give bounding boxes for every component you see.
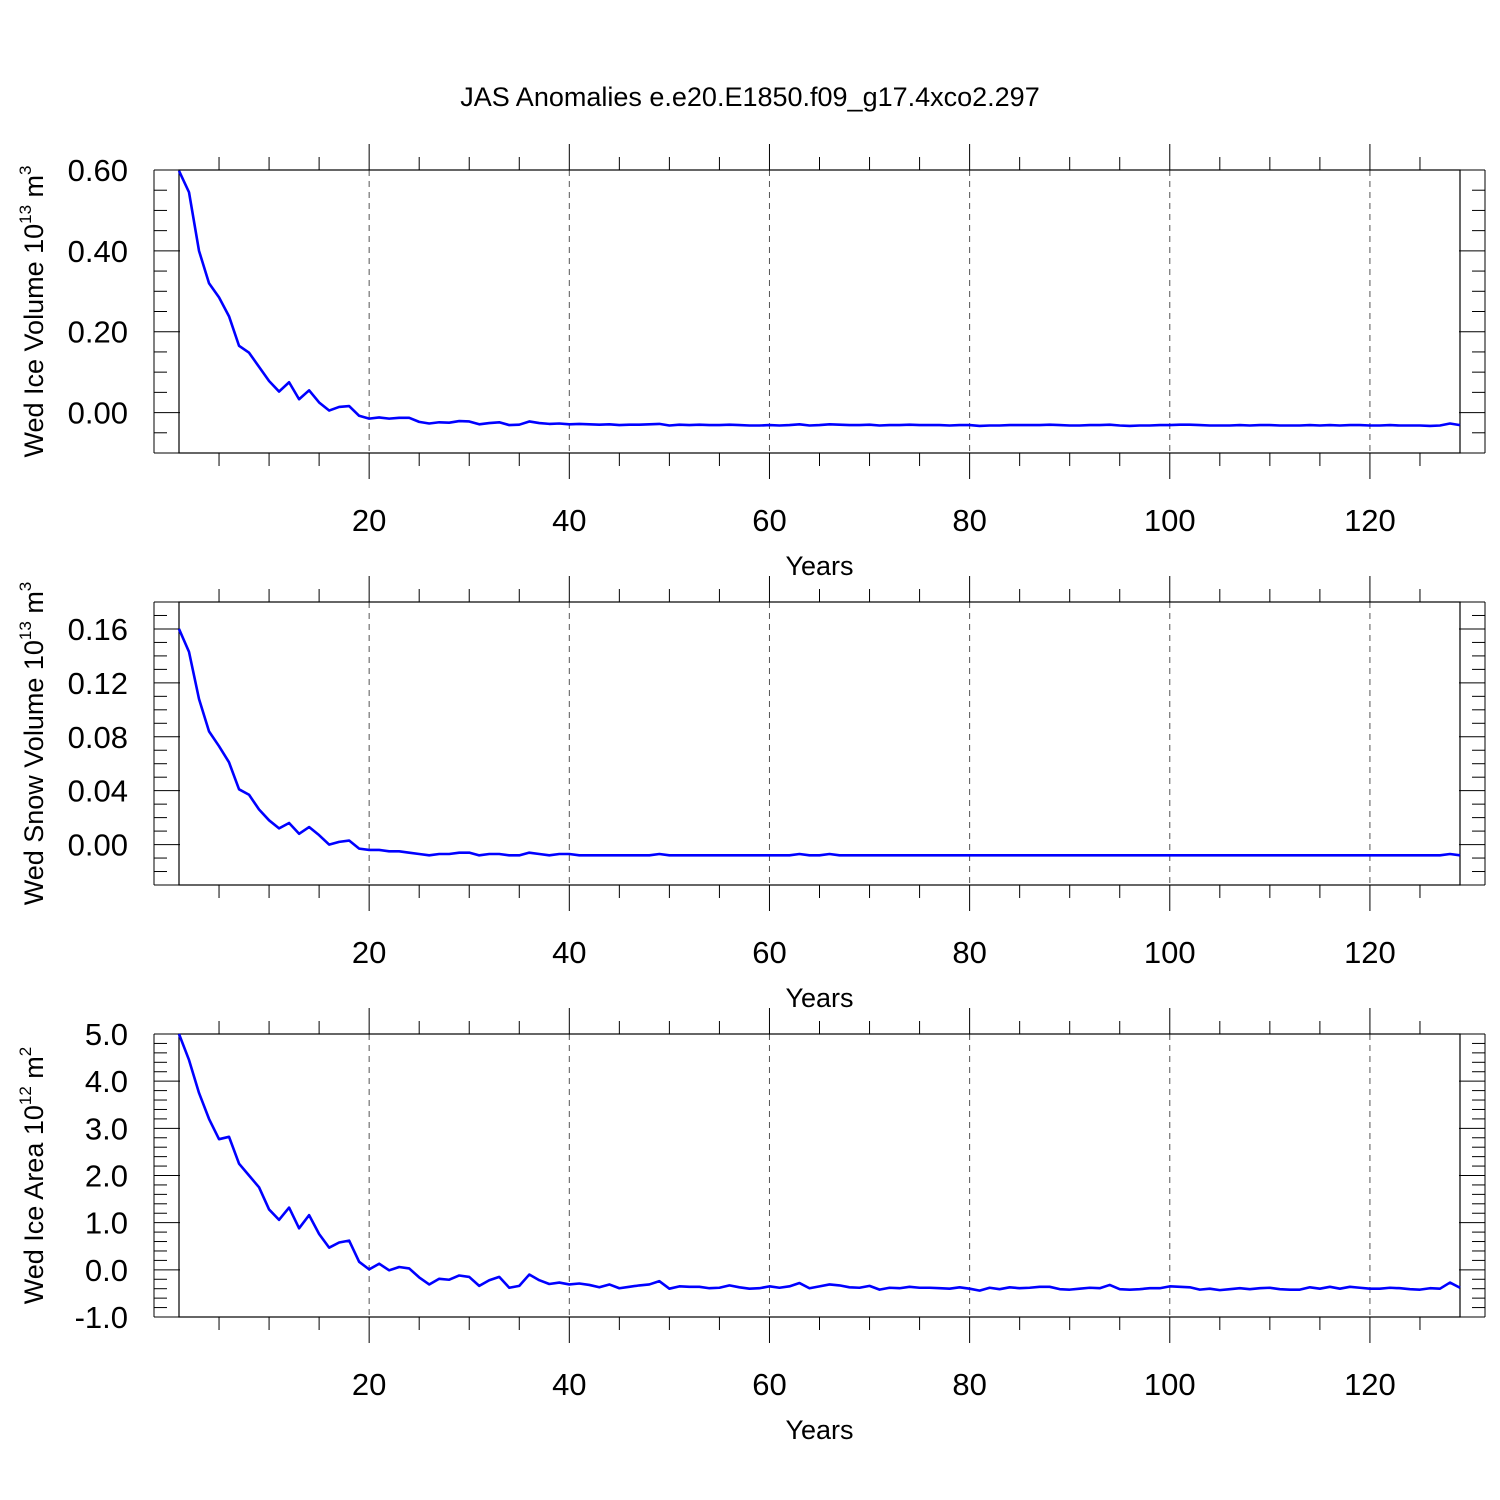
panel-snow-volume: 20 40 60 80 100 120 Years 0.00 0.04 0.08 0.12 0.16 W…	[16, 576, 1486, 1013]
x-tick-label-40: 40	[552, 1367, 586, 1402]
x-axis-label: Years	[785, 983, 853, 1013]
x-tick-label-100: 100	[1144, 1367, 1196, 1402]
plot-frame	[178, 1033, 1461, 1318]
y-tick-label: 0.00	[68, 828, 128, 863]
y-tick-label: 4.0	[85, 1064, 128, 1099]
panel-ice-area: 20 40 60 80 100 120 Years -1.0 0.0 1.0 2.0 3.0 4.0 5.…	[16, 1008, 1486, 1445]
y-tick-label: 0.04	[68, 774, 128, 809]
plot-frame	[178, 169, 1461, 454]
plot-frame	[178, 601, 1461, 886]
x-tick-label-100: 100	[1144, 503, 1196, 538]
y-tick-label: -1.0	[75, 1300, 128, 1335]
y-tick-label: 0.08	[68, 720, 128, 755]
series-line	[177, 170, 1461, 428]
x-tick-label-20: 20	[352, 1367, 386, 1402]
y-label-text: Wed Ice Volume 10	[19, 224, 49, 458]
y-tick-label: 0.60	[68, 153, 128, 188]
y-label-unit: m	[19, 1056, 49, 1086]
y-label-unit: m	[19, 591, 49, 621]
x-tick-label-20: 20	[352, 935, 386, 970]
y-tick-label: 0.12	[68, 666, 128, 701]
chart-title: JAS Anomalies e.e20.E1850.f09_g17.4xco2.…	[460, 82, 1039, 112]
y-label-unit-exp: 3	[16, 165, 35, 174]
y-label-exp: 12	[16, 1086, 35, 1105]
y-label-text: Wed Snow Volume 10	[19, 640, 49, 905]
x-axis-label: Years	[785, 551, 853, 581]
series-line	[177, 1033, 1461, 1292]
y-tick-label: 0.0	[85, 1253, 128, 1288]
x-tick-label-100: 100	[1144, 935, 1196, 970]
x-tick-label-40: 40	[552, 935, 586, 970]
x-tick-label-60: 60	[752, 503, 786, 538]
y-label-exp: 13	[16, 205, 35, 224]
x-tick-label-80: 80	[952, 935, 986, 970]
y-axis-label: Wed Ice Volume 1013 m3	[16, 165, 49, 457]
x-tick-label-60: 60	[752, 1367, 786, 1402]
x-tick-label-80: 80	[952, 1367, 986, 1402]
x-tick-label-120: 120	[1344, 935, 1396, 970]
panel-ice-volume: 20 40 60 80 100 120 Years 0.00 0.20 0.40 0.60 Wed I…	[16, 144, 1486, 581]
y-tick-label: 0.00	[68, 396, 128, 431]
x-tick-label-20: 20	[352, 503, 386, 538]
y-label-exp: 13	[16, 621, 35, 640]
y-axis-label: Wed Snow Volume 1013 m3	[16, 582, 49, 906]
y-tick-label: 0.20	[68, 315, 128, 350]
y-tick-label: 0.40	[68, 234, 128, 269]
x-tick-label-60: 60	[752, 935, 786, 970]
y-tick-label: 5.0	[85, 1017, 128, 1052]
y-axis-label: Wed Ice Area 1012 m2	[16, 1047, 49, 1305]
y-label-unit-exp: 2	[16, 1047, 35, 1056]
y-tick-label: 2.0	[85, 1159, 128, 1194]
series-line	[177, 628, 1461, 857]
y-label-unit: m	[19, 175, 49, 205]
y-tick-label: 0.16	[68, 612, 128, 647]
x-tick-label-40: 40	[552, 503, 586, 538]
x-axis-label: Years	[785, 1415, 853, 1445]
y-tick-label: 1.0	[85, 1206, 128, 1241]
y-tick-label: 3.0	[85, 1111, 128, 1146]
x-tick-label-80: 80	[952, 503, 986, 538]
x-tick-label-120: 120	[1344, 1367, 1396, 1402]
y-label-unit-exp: 3	[16, 582, 35, 591]
x-tick-label-120: 120	[1344, 503, 1396, 538]
y-label-text: Wed Ice Area 10	[19, 1105, 49, 1304]
